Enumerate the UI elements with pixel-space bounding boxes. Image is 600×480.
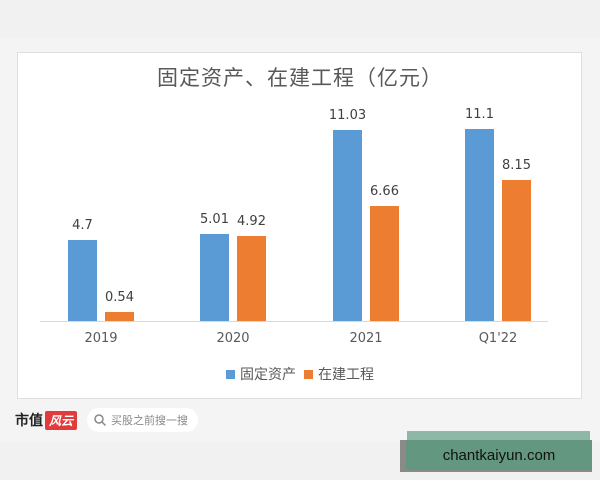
data-label: 0.54 xyxy=(105,290,134,305)
watermark-label: chantkaiyun.com xyxy=(406,440,592,470)
search-icon xyxy=(94,414,107,427)
bar-fixed-assets-2 xyxy=(333,130,362,321)
x-axis-line xyxy=(40,321,548,322)
data-label: 11.1 xyxy=(465,107,494,122)
data-label: 11.03 xyxy=(328,108,367,123)
legend-item-fixed-assets: 固定资产 xyxy=(226,364,296,384)
data-label: 8.15 xyxy=(502,158,531,173)
data-label: 6.66 xyxy=(370,184,399,199)
legend-item-construction: 在建工程 xyxy=(304,364,374,384)
bar-fixed-assets-0 xyxy=(68,240,97,321)
watermark-strip xyxy=(407,431,590,441)
bar-fixed-assets-1 xyxy=(200,234,229,321)
x-tick-label: 2019 xyxy=(84,331,118,346)
legend-swatch-blue xyxy=(226,369,235,379)
x-tick-label: 2021 xyxy=(349,331,383,346)
x-tick-label: Q1'22 xyxy=(478,331,518,346)
data-label: 4.7 xyxy=(72,218,93,233)
search-box[interactable]: 买股之前搜一搜 xyxy=(87,408,199,432)
bar-construction-3 xyxy=(502,180,531,321)
brand-logo-text: 市值 xyxy=(15,413,43,429)
x-tick-label: 2020 xyxy=(216,331,250,346)
legend: 固定资产 在建工程 xyxy=(0,364,600,384)
data-label: 4.92 xyxy=(237,214,266,229)
bar-construction-0 xyxy=(105,312,134,321)
brand-logo-badge: 风云 xyxy=(45,410,78,430)
legend-label: 在建工程 xyxy=(318,367,374,383)
bar-fixed-assets-3 xyxy=(465,129,494,321)
legend-swatch-orange xyxy=(304,369,313,379)
footer-brand-bar: 市值 风云 买股之前搜一搜 xyxy=(15,408,199,432)
chart-title: 固定资产、在建工程（亿元） xyxy=(157,66,443,90)
search-placeholder: 买股之前搜一搜 xyxy=(111,414,189,427)
bar-construction-2 xyxy=(370,206,399,321)
data-label: 5.01 xyxy=(200,212,229,227)
bar-construction-1 xyxy=(237,236,266,321)
legend-label: 固定资产 xyxy=(240,367,296,383)
